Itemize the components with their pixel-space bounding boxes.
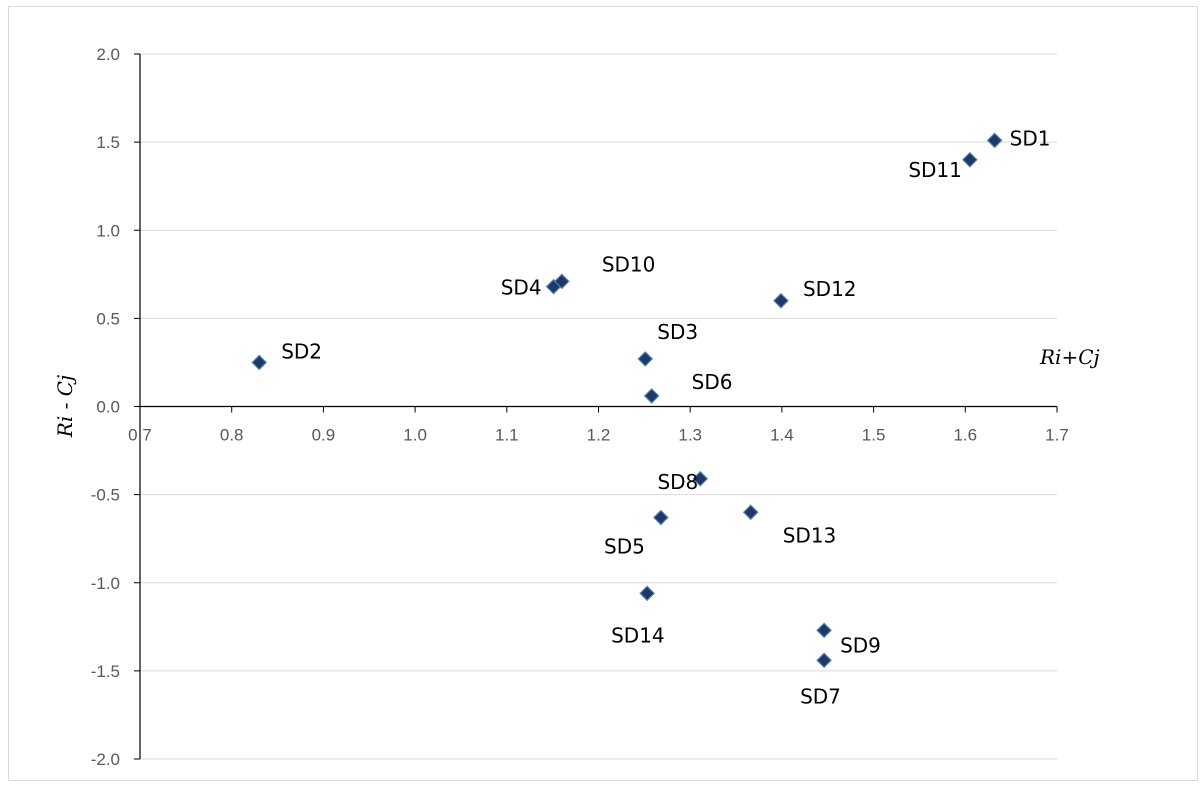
point-label-sd12: SD12: [803, 277, 857, 301]
gridlines: [140, 53, 1057, 760]
x-tick-label: 1.5: [862, 426, 886, 445]
data-point-sd11: [962, 151, 978, 168]
point-labels: SD1 SD2 SD3 SD4 SD5 SD6 SD7 SD8 SD9 SD10 SD11 SD12 S…: [281, 126, 1050, 708]
point-label-sd7: SD7: [800, 684, 841, 708]
point-label-sd10: SD10: [602, 252, 656, 276]
point-label-sd4: SD4: [501, 276, 542, 300]
axes: [134, 53, 1058, 760]
x-tick-label: 0.7: [128, 426, 152, 445]
y-tick-label: 1.0: [96, 221, 120, 240]
data-point-sd1: [986, 132, 1003, 149]
data-point-sd7: [816, 652, 832, 669]
y-tick-label: 2.0: [96, 45, 120, 64]
y-tick-label: -1.0: [91, 574, 120, 593]
x-tick-labels: 0.7 0.8 0.9 1.0 1.1 1.2 1.3 1.4 1.5 1.6 1.7: [128, 426, 1069, 445]
x-tick-label: 1.0: [403, 426, 427, 445]
point-label-sd1: SD1: [1010, 126, 1051, 150]
point-label-sd9: SD9: [840, 633, 881, 657]
data-point-sd3: [637, 351, 654, 367]
point-label-sd11: SD11: [908, 158, 962, 182]
point-label-sd6: SD6: [692, 370, 733, 394]
y-tick-label: 0.5: [96, 309, 120, 328]
point-label-sd14: SD14: [611, 623, 665, 647]
data-point-sd9: [816, 622, 832, 639]
y-tick-label: -0.5: [91, 486, 120, 505]
data-point-sd2: [251, 354, 268, 371]
data-point-sd13: [742, 504, 759, 521]
y-tick-label: -1.5: [91, 662, 120, 681]
point-label-sd13: SD13: [783, 523, 837, 547]
x-tick-label: 1.1: [495, 426, 519, 445]
data-point-sd6: [643, 388, 660, 404]
x-axis-title: Ri+Cj: [1039, 345, 1100, 369]
y-tick-labels: 2.0 1.5 1.0 0.5 0.0 -0.5 -1.0 -1.5 -2.0: [91, 45, 120, 769]
data-point-sd5: [653, 509, 669, 526]
x-tick-label: 1.6: [953, 426, 977, 445]
y-tick-label: 0.0: [96, 398, 120, 417]
x-tick-label: 1.3: [678, 426, 702, 445]
data-point-sd12: [773, 292, 789, 309]
point-label-sd5: SD5: [604, 535, 645, 559]
data-point-sd8: [692, 470, 709, 487]
data-points: [251, 132, 1003, 669]
x-tick-label: 1.4: [770, 426, 794, 445]
x-tick-label: 1.7: [1045, 426, 1069, 445]
point-label-sd2: SD2: [281, 339, 322, 363]
y-axis-title: Ri - Cj: [53, 375, 77, 438]
y-tick-label: -2.0: [91, 750, 120, 769]
data-point-sd14: [639, 585, 655, 602]
x-tick-label: 0.9: [312, 426, 336, 445]
x-tick-label: 1.2: [587, 426, 611, 445]
point-label-sd3: SD3: [657, 320, 698, 344]
point-label-sd8: SD8: [657, 470, 698, 494]
x-tick-label: 0.8: [220, 426, 244, 445]
data-point-sd10: [553, 273, 570, 290]
y-tick-label: 1.5: [96, 133, 120, 152]
chart-frame: [8, 6, 1198, 781]
